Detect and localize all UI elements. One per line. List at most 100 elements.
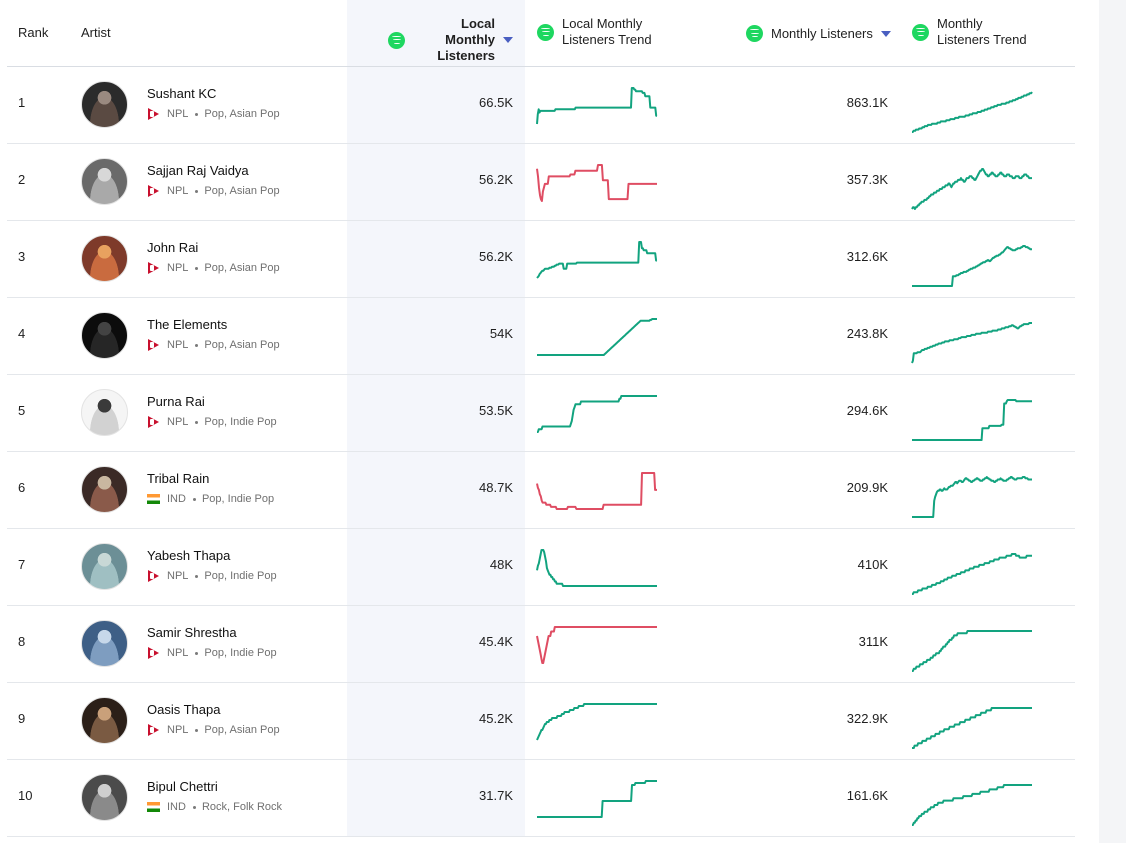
artist-name[interactable]: The Elements (147, 317, 228, 332)
artist-name[interactable]: Samir Shrestha (147, 625, 237, 640)
rank-value: 1 (18, 95, 26, 110)
monthly-trend-sparkline (911, 399, 1033, 441)
rank-header-label: Rank (18, 25, 49, 40)
sparkline-path (911, 476, 1033, 518)
artist-avatar[interactable] (81, 158, 128, 205)
artist-header-label: Artist (81, 25, 111, 40)
local-monthly-listeners-value: 54K (489, 326, 513, 341)
artist-meta: IND Pop, Indie Pop (147, 493, 274, 505)
sparkline-path (911, 630, 1033, 672)
sparkline-path (911, 91, 1033, 133)
rank-value: 5 (18, 403, 26, 418)
rank-value: 3 (18, 249, 26, 264)
local-monthly-listeners-value: 48.7K (479, 480, 513, 495)
artist-avatar[interactable] (81, 81, 128, 128)
sparkline-path (536, 395, 658, 433)
table-row[interactable]: 4 The Elements NPL Pop, Asian Pop 54K 24… (7, 297, 1075, 375)
spotify-icon (388, 31, 405, 49)
country-code: IND (167, 801, 186, 813)
artist-name[interactable]: Tribal Rain (147, 471, 210, 486)
country-code: IND (167, 493, 186, 505)
spotify-icon (746, 25, 763, 42)
rank-value: 4 (18, 326, 26, 341)
monthly-listeners-value: 311K (858, 634, 888, 649)
country-code: NPL (167, 570, 189, 582)
artist-avatar[interactable] (81, 389, 128, 436)
artist-avatar[interactable] (81, 312, 128, 359)
local-monthly-listeners-header[interactable]: Local Monthly Listeners (388, 16, 514, 64)
table-row[interactable]: 7 Yabesh Thapa NPL Pop, Indie Pop 48K 41… (7, 528, 1075, 606)
sparkline-path (536, 164, 657, 202)
artist-avatar[interactable] (81, 235, 128, 282)
monthly-listeners-trend-header[interactable]: Monthly Listeners Trend (912, 16, 1052, 48)
separator-dot (195, 266, 199, 270)
spotify-icon (912, 23, 929, 41)
table-row[interactable]: 10 Bipul Chettri IND Rock, Folk Rock 31.… (7, 759, 1075, 837)
sparkline-path (911, 707, 1033, 749)
nepal-flag-icon (147, 416, 160, 428)
artist-name[interactable]: Bipul Chettri (147, 779, 218, 794)
spotify-icon (537, 23, 554, 41)
genres: Rock, Folk Rock (201, 801, 283, 813)
artist-avatar[interactable] (81, 697, 128, 744)
artist-name[interactable]: Oasis Thapa (147, 702, 221, 717)
artist-name[interactable]: John Rai (147, 240, 199, 255)
monthly-listeners-value: 294.6K (846, 403, 888, 418)
sparkline-path (911, 784, 1033, 826)
artist-header[interactable]: Artist (81, 25, 111, 40)
monthly-trend-sparkline (911, 245, 1033, 287)
rank-header[interactable]: Rank (18, 25, 48, 40)
separator-dot (192, 497, 196, 501)
sparkline-path (536, 626, 658, 664)
local-monthly-listeners-value: 48K (489, 557, 513, 572)
country-code: NPL (167, 724, 189, 736)
sparkline-path (536, 472, 658, 510)
table-row[interactable]: 5 Purna Rai NPL Pop, Indie Pop 53.5K 294… (7, 374, 1075, 452)
artist-avatar[interactable] (81, 774, 128, 821)
monthly-listeners-value: 863.1K (846, 95, 888, 110)
country-code: NPL (167, 262, 189, 274)
monthly-trend-sparkline (911, 630, 1033, 672)
table-row[interactable]: 3 John Rai NPL Pop, Asian Pop 56.2K 312.… (7, 220, 1075, 298)
nepal-flag-icon (147, 108, 160, 120)
india-flag-icon (147, 494, 160, 504)
artist-name[interactable]: Sushant KC (147, 86, 217, 101)
separator-dot (195, 574, 199, 578)
monthly-listeners-value: 312.6K (846, 249, 888, 264)
monthly-listeners-trend-header-label: Monthly Listeners Trend (937, 16, 1027, 47)
table-header: Rank Artist Local Monthly Listeners Loca… (7, 0, 1075, 67)
local-monthly-listeners-value: 53.5K (479, 403, 513, 418)
sparkline-path (911, 322, 1033, 364)
separator-dot (195, 343, 199, 347)
artist-avatar[interactable] (81, 620, 128, 667)
monthly-listeners-value: 410K (857, 557, 888, 572)
rank-value: 8 (18, 634, 26, 649)
local-monthly-listeners-value: 56.2K (479, 249, 513, 264)
rank-value: 10 (18, 788, 33, 803)
monthly-listeners-header[interactable]: Monthly Listeners (746, 25, 891, 42)
artist-avatar[interactable] (81, 543, 128, 590)
sparkline-path (911, 168, 1032, 210)
country-code: NPL (167, 185, 189, 197)
genres: Pop, Indie Pop (204, 570, 277, 582)
table-row[interactable]: 6 Tribal Rain IND Pop, Indie Pop 48.7K 2… (7, 451, 1075, 529)
artist-name[interactable]: Purna Rai (147, 394, 205, 409)
local-trend-sparkline (536, 87, 658, 125)
artist-avatar[interactable] (81, 466, 128, 513)
monthly-trend-sparkline (911, 707, 1033, 749)
table-row[interactable]: 9 Oasis Thapa NPL Pop, Asian Pop 45.2K 3… (7, 682, 1075, 760)
india-flag-icon (147, 802, 160, 812)
artist-name[interactable]: Sajjan Raj Vaidya (147, 163, 249, 178)
artist-name[interactable]: Yabesh Thapa (147, 548, 231, 563)
table-row[interactable]: 2 Sajjan Raj Vaidya NPL Pop, Asian Pop 5… (7, 143, 1075, 221)
local-monthly-listeners-trend-header[interactable]: Local Monthly Listeners Trend (537, 16, 677, 48)
sparkline-path (911, 553, 1033, 595)
table-row[interactable]: 8 Samir Shrestha NPL Pop, Indie Pop 45.4… (7, 605, 1075, 683)
artist-meta: NPL Pop, Indie Pop (147, 416, 277, 428)
country-code: NPL (167, 416, 189, 428)
table-row[interactable]: 1 Sushant KC NPL Pop, Asian Pop 66.5K 86… (7, 66, 1075, 144)
monthly-trend-sparkline (911, 322, 1033, 364)
sparkline-path (536, 780, 658, 818)
sorted-column-highlight (347, 0, 525, 836)
genres: Pop, Asian Pop (204, 185, 280, 197)
